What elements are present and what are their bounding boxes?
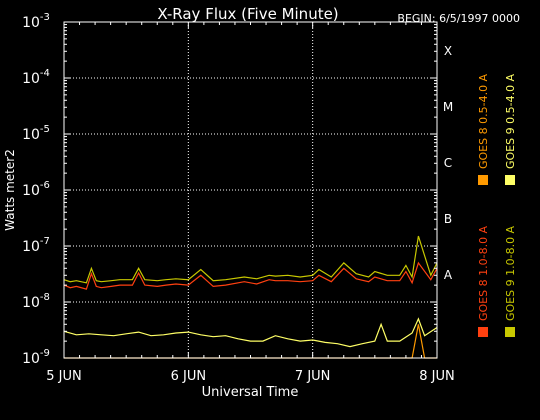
flare-classes: A B C M X — [443, 44, 453, 282]
flare-class-label: C — [444, 156, 452, 170]
x-tick-label: 8 JUN — [419, 369, 454, 384]
begin-label: BEGIN: 6/5/1997 0000 — [397, 12, 520, 25]
y-tick-label: 10-5 — [22, 124, 50, 143]
grid — [64, 22, 437, 358]
series-line-0 — [63, 261, 438, 290]
x-axis: 5 JUN 6 JUN 7 JUN 8 JUN — [46, 22, 455, 384]
legend-label: GOES 9 1.0-8.0 A — [504, 225, 517, 321]
legend-label: GOES 8 0.5-4.0 A — [477, 73, 490, 169]
y-tick-label: 10-8 — [22, 292, 50, 311]
series-line-3 — [63, 235, 438, 284]
legend-swatch — [478, 327, 488, 337]
flare-class-label: B — [444, 212, 452, 226]
flare-class-label: M — [443, 100, 453, 114]
y-axis: 10-9 10-8 10-7 10-6 10-5 10-4 10-3 — [22, 12, 437, 367]
legend: GOES 8 1.0-8.0 A GOES 8 0.5-4.0 A GOES 9 1… — [477, 73, 517, 337]
y-axis-label: Watts meter2 — [3, 149, 17, 231]
y-tick-label: 10-7 — [22, 236, 50, 255]
legend-label: GOES 9 0.5-4.0 A — [504, 73, 517, 169]
series-line-2 — [63, 317, 438, 348]
legend-swatch — [505, 175, 515, 185]
y-tick-label: 10-3 — [22, 12, 50, 31]
x-axis-label: Universal Time — [202, 385, 299, 400]
chart-title: X-Ray Flux (Five Minute) — [157, 5, 338, 23]
legend-swatch — [505, 327, 515, 337]
x-tick-label: 5 JUN — [46, 369, 81, 384]
y-tick-label: 10-9 — [22, 348, 50, 367]
x-tick-label: 7 JUN — [295, 369, 330, 384]
x-tick-label: 6 JUN — [171, 369, 206, 384]
y-tick-label: 10-6 — [22, 180, 50, 199]
y-tick-label: 10-4 — [22, 68, 50, 87]
legend-label: GOES 8 1.0-8.0 A — [477, 225, 490, 321]
flare-class-label: X — [444, 44, 452, 58]
legend-swatch — [478, 175, 488, 185]
flare-class-label: A — [444, 268, 453, 282]
